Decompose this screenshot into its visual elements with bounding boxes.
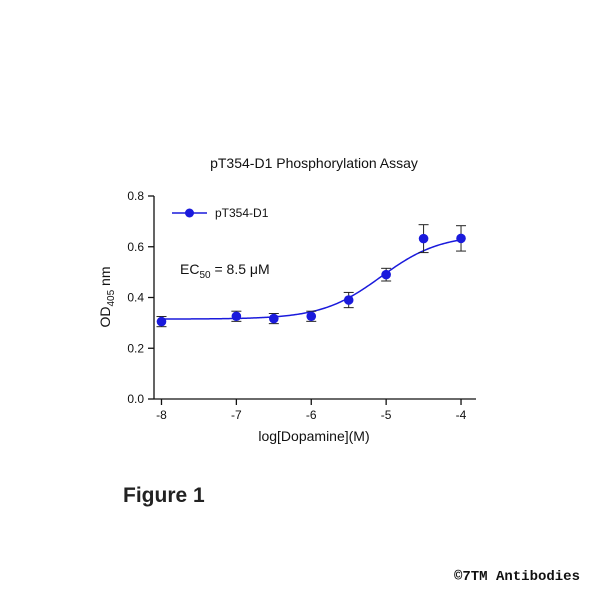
y-ticks: 0.0 0.2 0.4 0.6 0.8 bbox=[127, 189, 154, 406]
figure-label: Figure 1 bbox=[123, 484, 205, 507]
x-axis-label: log[Dopamine](M) bbox=[258, 428, 369, 444]
x-tick-label: -8 bbox=[156, 408, 167, 422]
ec50-value: = 8.5 μM bbox=[211, 261, 270, 277]
legend-label: pT354-D1 bbox=[215, 206, 269, 220]
x-tick-label: -4 bbox=[456, 408, 467, 422]
x-tick-label: -7 bbox=[231, 408, 242, 422]
data-point bbox=[269, 313, 279, 324]
y-axis-label-main: OD bbox=[97, 307, 113, 328]
copyright-notice: ©7TM Antibodies bbox=[453, 569, 580, 585]
data-point bbox=[418, 233, 429, 244]
data-point-group bbox=[231, 310, 242, 322]
y-axis-label-sub: 405 bbox=[106, 289, 117, 306]
data-point bbox=[156, 316, 167, 327]
y-axis-label: OD405 nm bbox=[97, 266, 117, 327]
y-tick-label: 0.0 bbox=[127, 392, 144, 406]
data-point bbox=[343, 295, 354, 305]
data-point-group bbox=[306, 310, 317, 322]
data-point-group bbox=[343, 291, 354, 309]
x-ticks: -8 -7 -6 -5 -4 bbox=[156, 399, 467, 422]
ec50-main: EC bbox=[180, 261, 199, 277]
legend-marker bbox=[185, 208, 194, 218]
data-point bbox=[231, 311, 242, 322]
data-point-group bbox=[418, 224, 429, 254]
x-tick-label: -5 bbox=[381, 408, 392, 422]
data-point bbox=[456, 233, 466, 244]
data-point-group bbox=[381, 267, 392, 282]
legend: pT354-D1 bbox=[172, 206, 269, 220]
data-point bbox=[306, 311, 317, 322]
y-tick-label: 0.2 bbox=[127, 341, 144, 355]
x-tick-label: -6 bbox=[306, 408, 317, 422]
plot-area bbox=[156, 224, 467, 328]
ec50-annotation: EC50 = 8.5 μM bbox=[180, 261, 270, 281]
data-point-group bbox=[268, 312, 279, 325]
data-point-group bbox=[156, 316, 167, 328]
data-point-group bbox=[456, 225, 467, 252]
y-tick-label: 0.8 bbox=[127, 189, 144, 203]
ec50-sub: 50 bbox=[199, 270, 211, 281]
chart-title: pT354-D1 Phosphorylation Assay bbox=[210, 155, 418, 171]
data-point bbox=[381, 269, 391, 280]
y-tick-label: 0.6 bbox=[127, 240, 144, 254]
y-tick-label: 0.4 bbox=[127, 291, 144, 305]
y-axis-label-suffix: nm bbox=[97, 266, 113, 289]
